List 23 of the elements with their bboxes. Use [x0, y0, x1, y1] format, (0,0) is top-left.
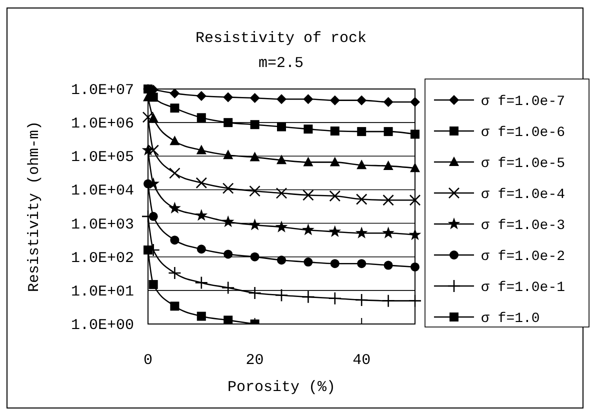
legend-label: σ f=1.0e-6 [481, 125, 566, 141]
y-tick-label: 1.0E+07 [70, 82, 134, 99]
legend-label: σ f=1.0 [481, 311, 540, 327]
y-axis-title: Resistivity (ohm-m) [26, 120, 43, 292]
chart-title: Resistivity of rock [195, 30, 367, 47]
y-tick-label: 1.0E+06 [70, 116, 134, 133]
x-axis-title: Porosity (%) [227, 379, 336, 396]
y-tick-label: 1.0E+00 [70, 317, 134, 334]
y-tick-label: 1.0E+05 [70, 149, 134, 166]
chart-subtitle: m=2.5 [258, 55, 304, 72]
legend-label: σ f=1.0e-3 [481, 218, 566, 234]
legend-label: σ f=1.0e-4 [481, 187, 566, 203]
y-tick-label: 1.0E+02 [70, 250, 134, 267]
legend-label: σ f=1.0e-2 [481, 249, 566, 265]
legend-label: σ f=1.0e-7 [481, 94, 566, 110]
x-tick-label: 40 [352, 352, 371, 369]
y-tick-label: 1.0E+01 [70, 283, 134, 300]
x-tick-label: 20 [246, 352, 264, 369]
y-tick-label: 1.0E+03 [70, 216, 134, 234]
x-tick-label: 0 [143, 352, 153, 369]
legend-label: σ f=1.0e-1 [481, 280, 566, 296]
y-tick-label: 1.0E+04 [70, 182, 134, 200]
legend-label: σ f=1.0e-5 [481, 156, 566, 172]
